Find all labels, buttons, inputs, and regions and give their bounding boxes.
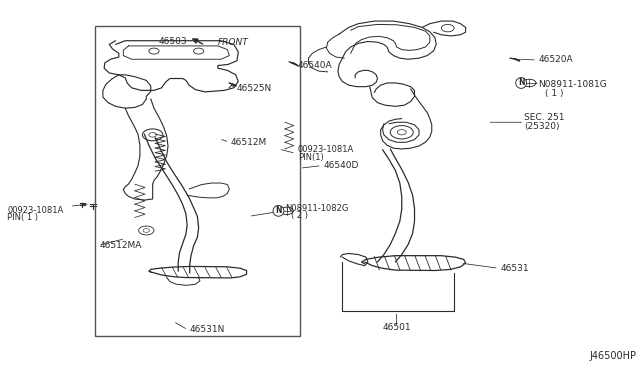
Text: 46540D: 46540D: [323, 161, 358, 170]
Text: N: N: [275, 206, 282, 215]
Text: 46520A: 46520A: [538, 55, 573, 64]
Text: N: N: [518, 78, 524, 87]
Text: PIN(1): PIN(1): [298, 153, 323, 161]
Text: FRONT: FRONT: [218, 38, 248, 47]
Text: (25320): (25320): [524, 122, 560, 131]
Text: PIN( 1 ): PIN( 1 ): [7, 213, 38, 222]
Text: 46531N: 46531N: [189, 325, 225, 334]
Text: 46501: 46501: [382, 323, 411, 332]
Text: ( 2 ): ( 2 ): [291, 211, 308, 220]
Text: 46525N: 46525N: [237, 84, 272, 93]
Text: N08911-1082G: N08911-1082G: [285, 204, 348, 213]
Text: 46503: 46503: [159, 37, 188, 46]
Text: 00923-1081A: 00923-1081A: [298, 145, 354, 154]
Text: 46540A: 46540A: [298, 61, 332, 70]
Text: SEC. 251: SEC. 251: [524, 113, 565, 122]
Text: 00923-1081A: 00923-1081A: [7, 206, 63, 215]
Text: 46512MA: 46512MA: [100, 241, 142, 250]
Text: J46500HP: J46500HP: [589, 351, 636, 361]
Text: N08911-1081G: N08911-1081G: [538, 80, 607, 89]
Text: 46512M: 46512M: [230, 138, 267, 147]
Text: 46531: 46531: [500, 264, 529, 273]
Bar: [95, 26, 300, 336]
Text: ( 1 ): ( 1 ): [545, 89, 563, 98]
